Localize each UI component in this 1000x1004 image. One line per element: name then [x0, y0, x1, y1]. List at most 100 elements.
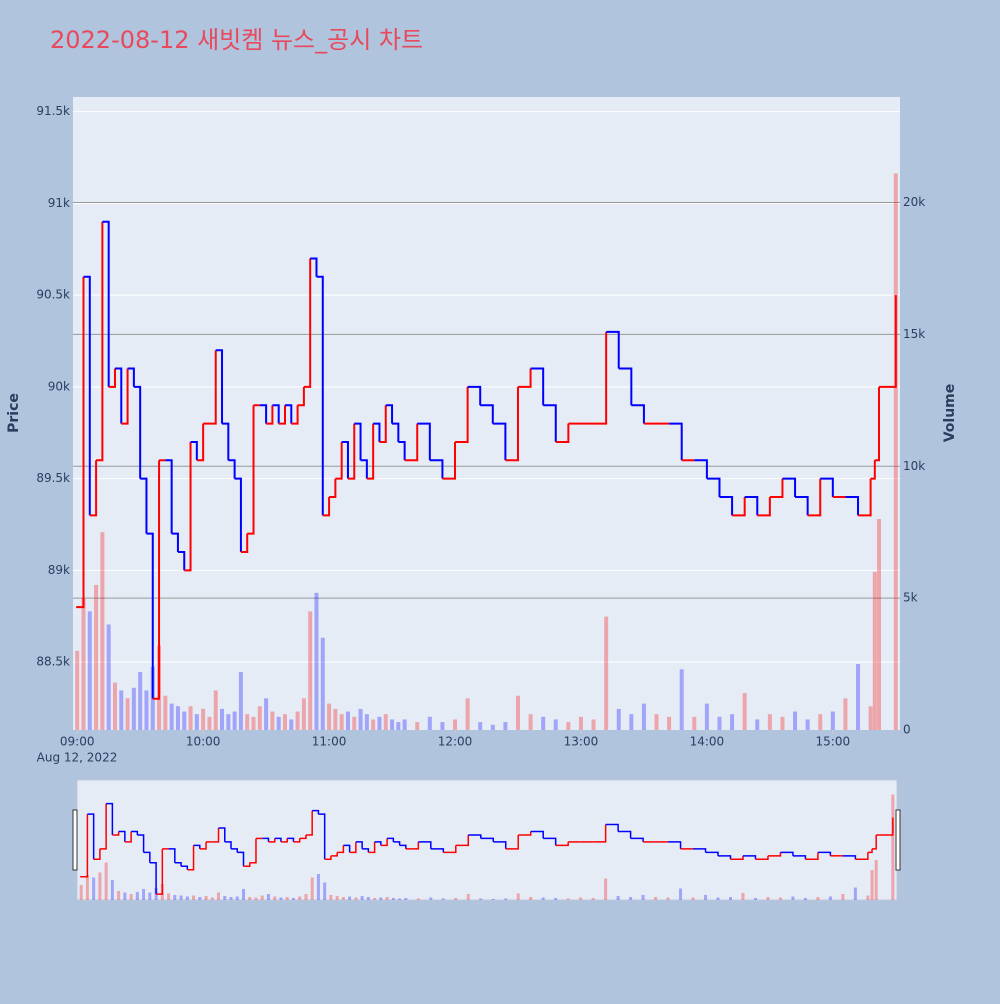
y2-tick-label: 0	[903, 723, 911, 737]
volume-bar	[478, 722, 483, 730]
price-step	[385, 404, 394, 424]
slider-volume-bar	[591, 898, 595, 900]
price-step	[757, 496, 771, 517]
slider-price-step	[287, 837, 295, 842]
slider-price-step	[399, 844, 407, 849]
slider-volume-bar	[298, 896, 302, 900]
slider-volume-bar	[716, 897, 720, 900]
volume-bar	[730, 714, 735, 730]
slider-volume-bar	[729, 897, 733, 900]
slider-price-step	[343, 844, 351, 853]
price-step	[140, 477, 148, 534]
price-step	[555, 423, 570, 443]
price-step	[417, 422, 431, 461]
slider-volume-bar	[604, 878, 608, 900]
x-tick-label: 10:00	[186, 735, 221, 749]
volume-bar	[226, 714, 231, 730]
price-step	[228, 459, 236, 479]
slider-volume-bar	[454, 898, 458, 900]
volume-bar	[295, 711, 300, 730]
x-tick-label: 09:00	[60, 735, 95, 749]
slider-volume-bar	[341, 897, 345, 900]
volume-bar	[654, 714, 659, 730]
slider-volume-bar	[316, 874, 320, 900]
volume-bar	[314, 592, 319, 730]
price-step	[593, 331, 608, 425]
slider-price-step	[493, 841, 507, 849]
range-handle[interactable]	[895, 809, 901, 871]
price-step	[455, 386, 469, 443]
volume-bar	[364, 714, 369, 730]
slider-volume-bar	[360, 896, 364, 900]
slider-volume-bar	[541, 897, 545, 900]
volume-bar	[301, 698, 306, 730]
slider-price-step	[767, 852, 782, 857]
slider-price-step	[718, 855, 732, 860]
slider-volume-bar	[335, 896, 339, 900]
price-step	[404, 423, 419, 462]
price-step	[310, 257, 318, 277]
slider-price-step	[455, 834, 470, 847]
slider-price-step	[693, 848, 707, 853]
slider-volume-bar	[870, 870, 874, 900]
price-step	[354, 422, 362, 461]
slider-volume-bar	[348, 896, 352, 900]
slider-price-step	[468, 834, 482, 839]
slider-volume-bar	[279, 897, 283, 900]
slider-volume-bar	[129, 894, 133, 900]
slider-price-step	[618, 830, 632, 839]
slider-price-step	[87, 813, 95, 860]
price-step	[442, 441, 457, 480]
slider-price-step	[630, 837, 644, 842]
price-step	[392, 422, 400, 442]
price-step	[618, 367, 633, 406]
slider-volume-bar	[379, 897, 383, 900]
volume-bar	[251, 716, 256, 730]
price-step	[517, 368, 532, 388]
slider-price-step	[243, 862, 251, 868]
volume-bar	[830, 711, 835, 730]
range-handle[interactable]	[72, 809, 78, 871]
price-step	[77, 276, 85, 609]
volume-bar	[100, 532, 105, 730]
slider-price-step	[330, 852, 338, 857]
volume-bar	[289, 719, 294, 730]
volume-bar	[308, 611, 313, 730]
volume-bar	[805, 719, 810, 730]
slider-price-step	[131, 830, 139, 835]
slider-price-step	[99, 803, 107, 850]
volume-bar	[106, 624, 111, 730]
x-tick-label: 13:00	[564, 735, 599, 749]
slider-price-step	[593, 824, 607, 843]
price-step	[303, 258, 312, 388]
volume-bar	[402, 719, 407, 730]
slider-price-step	[387, 837, 395, 842]
slider-volume-bar	[491, 899, 495, 900]
y-tick-label: 88.5k	[36, 655, 70, 669]
range-slider[interactable]	[76, 779, 898, 901]
slider-price-step	[174, 862, 182, 867]
volume-bar	[345, 711, 350, 730]
volume-bar	[94, 584, 99, 730]
volume-bar	[868, 706, 873, 730]
slider-price-step	[156, 848, 164, 895]
price-step	[706, 477, 721, 497]
price-step	[184, 441, 192, 572]
slider-price-step	[742, 855, 757, 860]
volume-bar	[465, 698, 470, 730]
slider-volume-bar	[741, 893, 745, 900]
slider-volume-bar	[204, 896, 208, 900]
slider-volume-bar	[398, 898, 402, 900]
price-step	[165, 459, 173, 534]
slider-volume-bar	[329, 895, 333, 900]
slider-volume-bar	[529, 897, 533, 900]
slider-volume-bar	[679, 888, 683, 900]
price-step	[89, 460, 98, 517]
slider-volume-bar	[192, 895, 196, 900]
volume-bar	[383, 714, 388, 730]
slider-price-step	[730, 855, 744, 861]
price-step	[543, 404, 557, 442]
slider-price-step	[805, 852, 819, 861]
slider-volume-bar	[260, 895, 264, 900]
